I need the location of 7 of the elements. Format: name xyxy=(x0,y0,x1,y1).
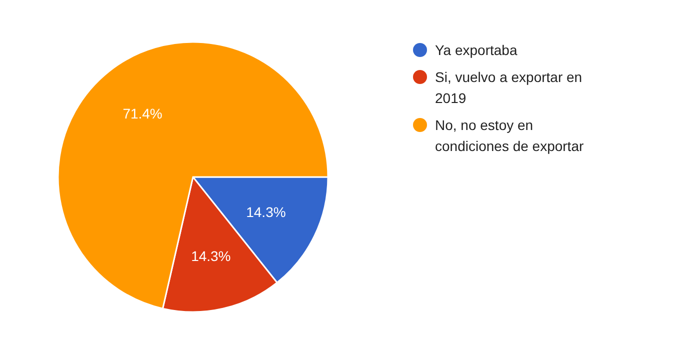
pie-slice xyxy=(58,41,329,310)
legend-label: Ya exportaba xyxy=(435,42,518,58)
data-label: 14.3% xyxy=(246,204,286,220)
legend-label: Si, vuelvo a exportar en 2019 xyxy=(435,68,582,106)
data-label: 71.4% xyxy=(122,106,162,122)
legend-label: No, no estoy en condiciones de exportar xyxy=(435,116,584,154)
data-label: 14.3% xyxy=(191,248,231,264)
